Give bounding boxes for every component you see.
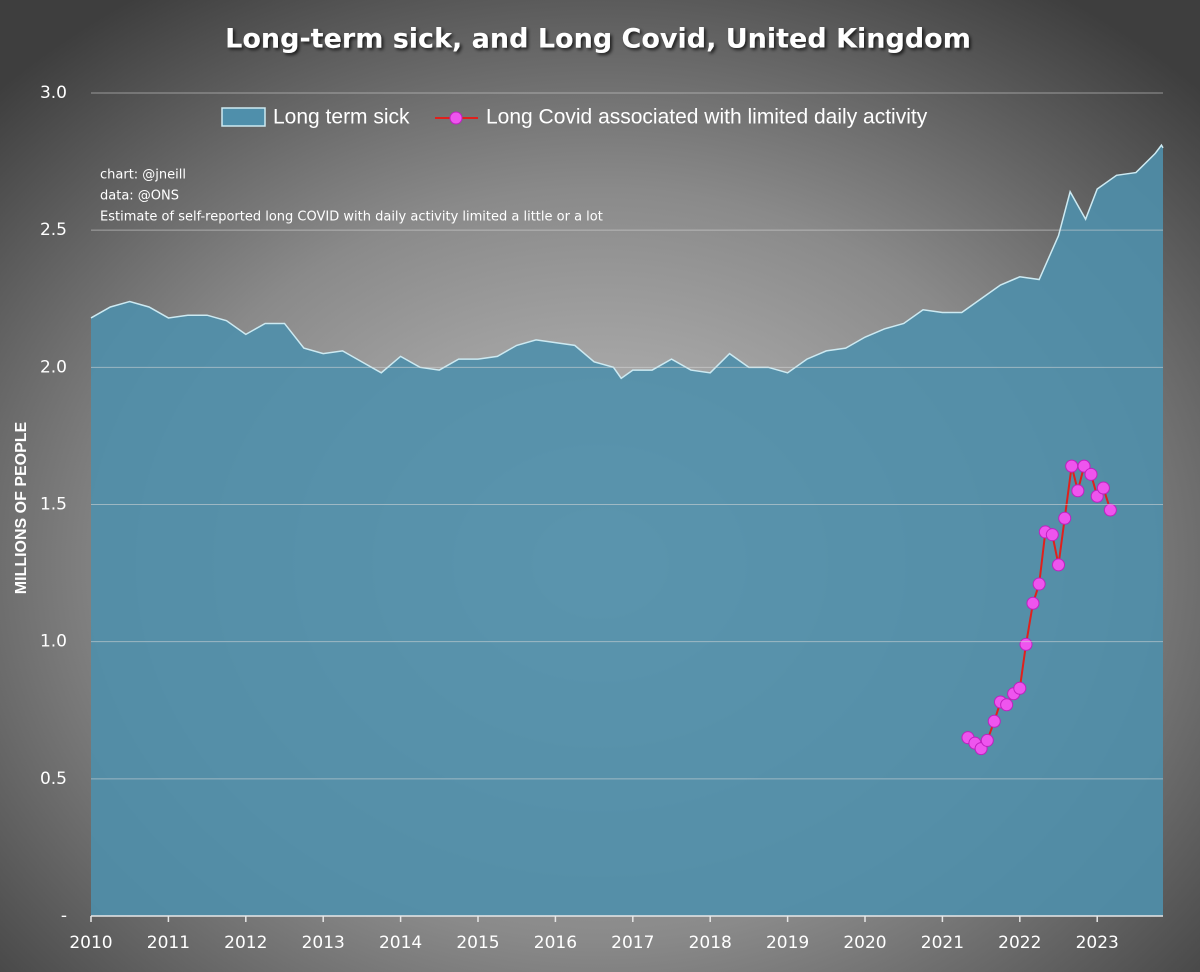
x-tick-label: 2011 <box>147 933 190 953</box>
y-tick-label: 2.0 <box>40 357 67 377</box>
x-tick-label: 2020 <box>843 933 886 953</box>
y-tick-label: 1.5 <box>40 495 67 515</box>
marker <box>1032 577 1046 591</box>
marker <box>1084 467 1098 481</box>
chart-title: Long-term sick, and Long Covid, United K… <box>225 24 971 55</box>
y-tick-label: 1.0 <box>40 632 67 652</box>
marker <box>1052 558 1066 572</box>
x-tick-label: 2019 <box>766 933 809 953</box>
legend-label: Long Covid associated with limited daily… <box>486 106 928 129</box>
marker <box>980 733 994 747</box>
annotation: data: @ONS <box>100 189 179 204</box>
x-tick-label: 2022 <box>998 933 1041 953</box>
x-tick-label: 2013 <box>302 933 345 953</box>
legend-swatch <box>221 107 266 127</box>
marker <box>1019 637 1033 651</box>
marker <box>1058 511 1072 525</box>
y-axis-label: MILLIONS OF PEOPLE <box>13 421 30 594</box>
area <box>91 145 1163 916</box>
marker <box>1000 698 1014 712</box>
x-tick-label: 2016 <box>534 933 577 953</box>
x-tick-label: 2021 <box>921 933 964 953</box>
legend-marker <box>449 111 463 125</box>
y-tick-label: 3.0 <box>40 83 67 103</box>
marker <box>1103 503 1117 517</box>
marker <box>1065 459 1079 473</box>
annotation: Estimate of self-reported long COVID wit… <box>100 210 603 225</box>
marker <box>1026 596 1040 610</box>
y-tick-label: 2.5 <box>40 220 67 240</box>
marker <box>1045 528 1059 542</box>
annotation: chart: @jneill <box>100 168 186 183</box>
marker <box>987 714 1001 728</box>
marker <box>1077 459 1091 473</box>
x-tick-label: 2012 <box>224 933 267 953</box>
x-tick-label: 2018 <box>689 933 732 953</box>
x-tick-label: 2010 <box>69 933 112 953</box>
marker <box>1071 484 1085 498</box>
marker <box>1013 681 1027 695</box>
x-tick-label: 2014 <box>379 933 422 953</box>
legend-label: Long term sick <box>273 106 410 129</box>
y-tick-label: 0.5 <box>40 769 67 789</box>
marker <box>1096 481 1110 495</box>
area-edge <box>90 143 1164 380</box>
x-tick-label: 2017 <box>611 933 654 953</box>
y-tick-label: - <box>61 906 67 926</box>
x-tick-label: 2015 <box>456 933 499 953</box>
x-tick-label: 2023 <box>1076 933 1119 953</box>
